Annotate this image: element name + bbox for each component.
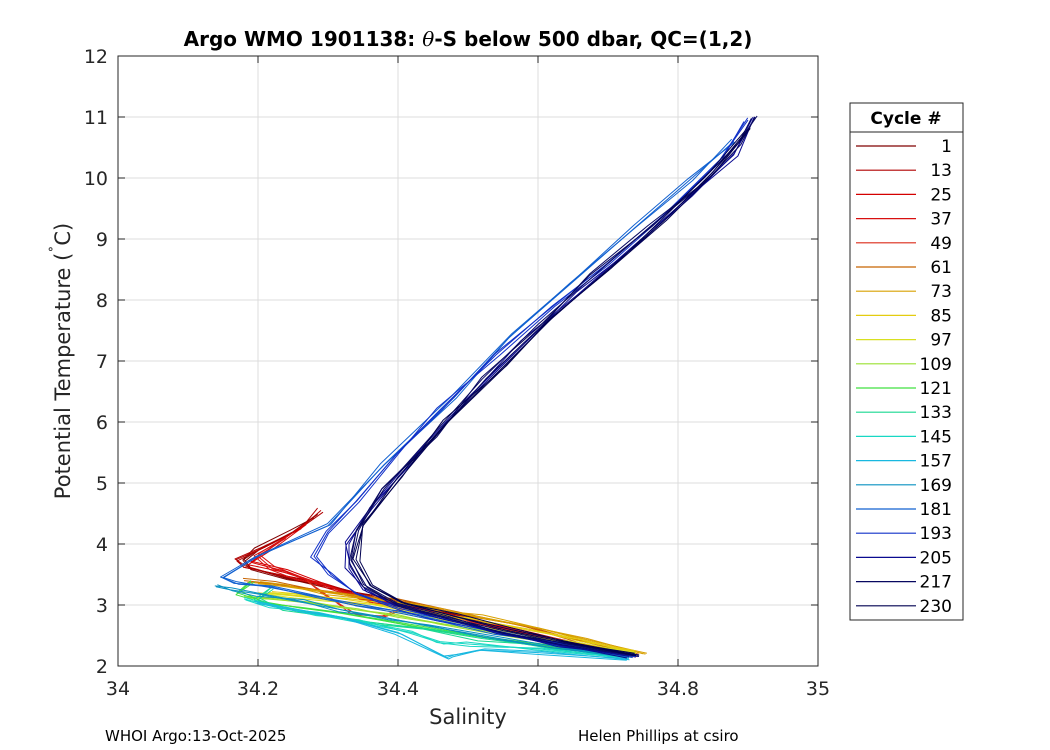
x-tick-label: 34.8 [657,678,699,700]
x-axis-label: Salinity [429,705,507,729]
x-tick-label: 34 [106,678,130,700]
legend-label: 157 [920,452,952,472]
legend-label: 13 [930,161,952,181]
y-tick-label: 6 [96,412,108,434]
series-line-cycle-169 [214,585,632,656]
legend-label: 73 [930,282,952,302]
legend-label: 181 [920,500,952,520]
footer-left: WHOI Argo:13-Oct-2025 [105,727,286,745]
legend-entries: 1 13 25 37 49 61 73 85 97 109 121 133 145 157 169 181 19… [856,137,952,617]
y-tick-label: 11 [84,107,108,129]
y-ticks: 2 3 4 5 6 7 8 9 10 11 12 [84,46,818,678]
legend-label: 61 [930,258,952,278]
legend-label: 1 [941,137,952,157]
footer-right: Helen Phillips at csiro [578,727,739,745]
y-tick-label: 5 [96,473,108,495]
y-axis-label: Potential Temperature (˚C) [48,223,75,499]
y-tick-label: 10 [84,168,108,190]
legend-label: 169 [920,476,952,496]
legend-label: 97 [930,331,952,351]
legend: Cycle # 1 13 25 37 49 61 73 85 97 109 121 133 145 157… [849,102,964,621]
series-line-cycle-169 [215,586,630,658]
y-tick-label: 2 [96,656,108,678]
y-tick-label: 7 [96,351,108,373]
y-tick-label: 12 [84,46,108,68]
series-line-cycle-217 [350,115,758,657]
chart-title: Argo WMO 1901138: θ-S below 500 dbar, QC… [184,27,753,51]
series-line-cycle-169 [217,584,630,657]
y-tick-label: 9 [96,229,108,251]
x-tick-label: 34.6 [517,678,559,700]
legend-label: 145 [920,427,952,447]
legend-label: 230 [920,597,952,617]
legend-label: 121 [920,379,952,399]
legend-label: 109 [920,355,952,375]
x-ticks: 34 34.2 34.4 34.6 34.8 35 [106,56,830,700]
legend-label: 133 [920,403,952,423]
y-tick-label: 4 [96,534,108,556]
series-line-cycle-230 [355,128,749,656]
y-tick-label: 8 [96,290,108,312]
legend-title: Cycle # [870,109,941,129]
x-tick-label: 34.4 [377,678,419,700]
legend-label: 205 [920,548,952,568]
legend-label: 193 [920,524,952,544]
y-tick-label: 3 [96,595,108,617]
legend-label: 37 [930,210,952,230]
series-line-cycle-73 [260,581,648,654]
series-line-cycle-157 [254,600,627,661]
x-tick-label: 34.2 [237,678,279,700]
legend-label: 217 [920,573,952,593]
series-line-cycle-230 [359,128,751,657]
series-layer [214,115,758,661]
legend-box [849,102,964,621]
legend-label: 85 [930,306,952,326]
legend-label: 25 [930,185,952,205]
legend-label: 49 [930,234,952,254]
x-tick-label: 35 [806,678,830,700]
